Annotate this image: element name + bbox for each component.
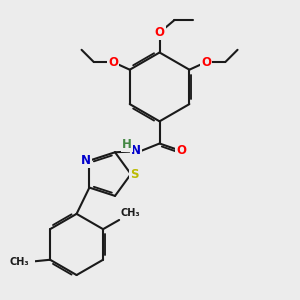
Text: CH₃: CH₃: [121, 208, 140, 218]
Text: S: S: [130, 168, 138, 181]
Text: O: O: [108, 56, 118, 68]
Text: H: H: [122, 138, 132, 151]
Text: O: O: [201, 56, 211, 68]
Text: O: O: [176, 144, 186, 157]
Text: O: O: [154, 26, 165, 39]
Text: N: N: [131, 143, 141, 157]
Text: N: N: [81, 154, 91, 167]
Text: CH₃: CH₃: [10, 257, 29, 267]
